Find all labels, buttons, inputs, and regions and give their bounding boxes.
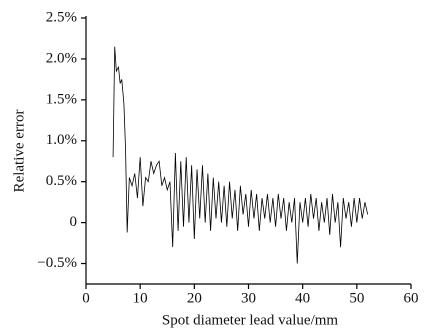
- x-axis-label: Spot diameter lead value/mm: [162, 312, 339, 328]
- y-tick-label: 2.5%: [46, 9, 77, 25]
- y-tick-label: 0.5%: [46, 173, 77, 189]
- x-tick-label: 0: [82, 290, 90, 306]
- y-tick-label: −0.5%: [37, 255, 77, 271]
- x-tick-label: 60: [404, 290, 419, 306]
- x-tick-label: 50: [349, 290, 364, 306]
- x-tick-label: 40: [295, 290, 310, 306]
- y-axis-label: Relative error: [11, 110, 27, 193]
- y-tick-label: 1.0%: [46, 132, 77, 148]
- x-tick-label: 30: [241, 290, 256, 306]
- x-tick-label: 10: [133, 290, 148, 306]
- y-tick-label: 2.0%: [46, 50, 77, 66]
- y-tick-label: 1.5%: [46, 91, 77, 107]
- data-line: [112, 46, 369, 264]
- y-tick-label: 0: [70, 214, 78, 230]
- x-tick-label: 20: [187, 290, 202, 306]
